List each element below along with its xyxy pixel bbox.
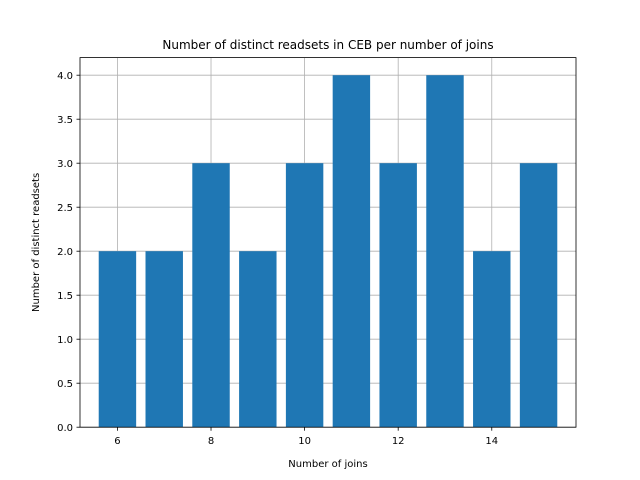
bar-10 [285,163,324,428]
plot-frame [79,57,577,428]
x-axis-ticks: 6 8 10 12 14 [114,427,498,447]
y-tick-label: 3.0 [57,159,73,170]
bar-9 [239,251,277,428]
x-tick-label: 10 [298,436,311,447]
y-axis-label: Number of distinct readsets [31,173,42,312]
y-tick-label: 4.0 [57,71,73,82]
chart-title: Number of distinct readsets in CEB per n… [162,38,493,52]
bar-13 [426,75,464,428]
y-tick-label: 2.5 [57,203,73,214]
bar-14 [473,251,511,428]
x-tick-label: 12 [392,436,405,447]
bar-11 [332,75,371,428]
x-tick-label: 8 [208,436,214,447]
y-tick-label: 0.5 [57,379,73,390]
bars [98,75,558,428]
x-axis-label: Number of joins [288,459,367,470]
y-axis-ticks: 0.0 0.5 1.0 1.5 2.0 2.5 3.0 3.5 4.0 [57,71,80,434]
x-tick-label: 14 [485,436,498,447]
y-tick-label: 2.0 [57,247,73,258]
bar-15 [519,163,558,428]
bar-12 [379,163,417,428]
y-tick-label: 1.0 [57,335,73,346]
bar-6 [98,251,137,428]
bar-8 [192,163,230,428]
x-tick-label: 6 [114,436,120,447]
bar-7 [145,251,183,428]
y-tick-label: 1.5 [57,291,73,302]
y-tick-label: 0.0 [57,423,73,434]
y-tick-label: 3.5 [57,115,73,126]
